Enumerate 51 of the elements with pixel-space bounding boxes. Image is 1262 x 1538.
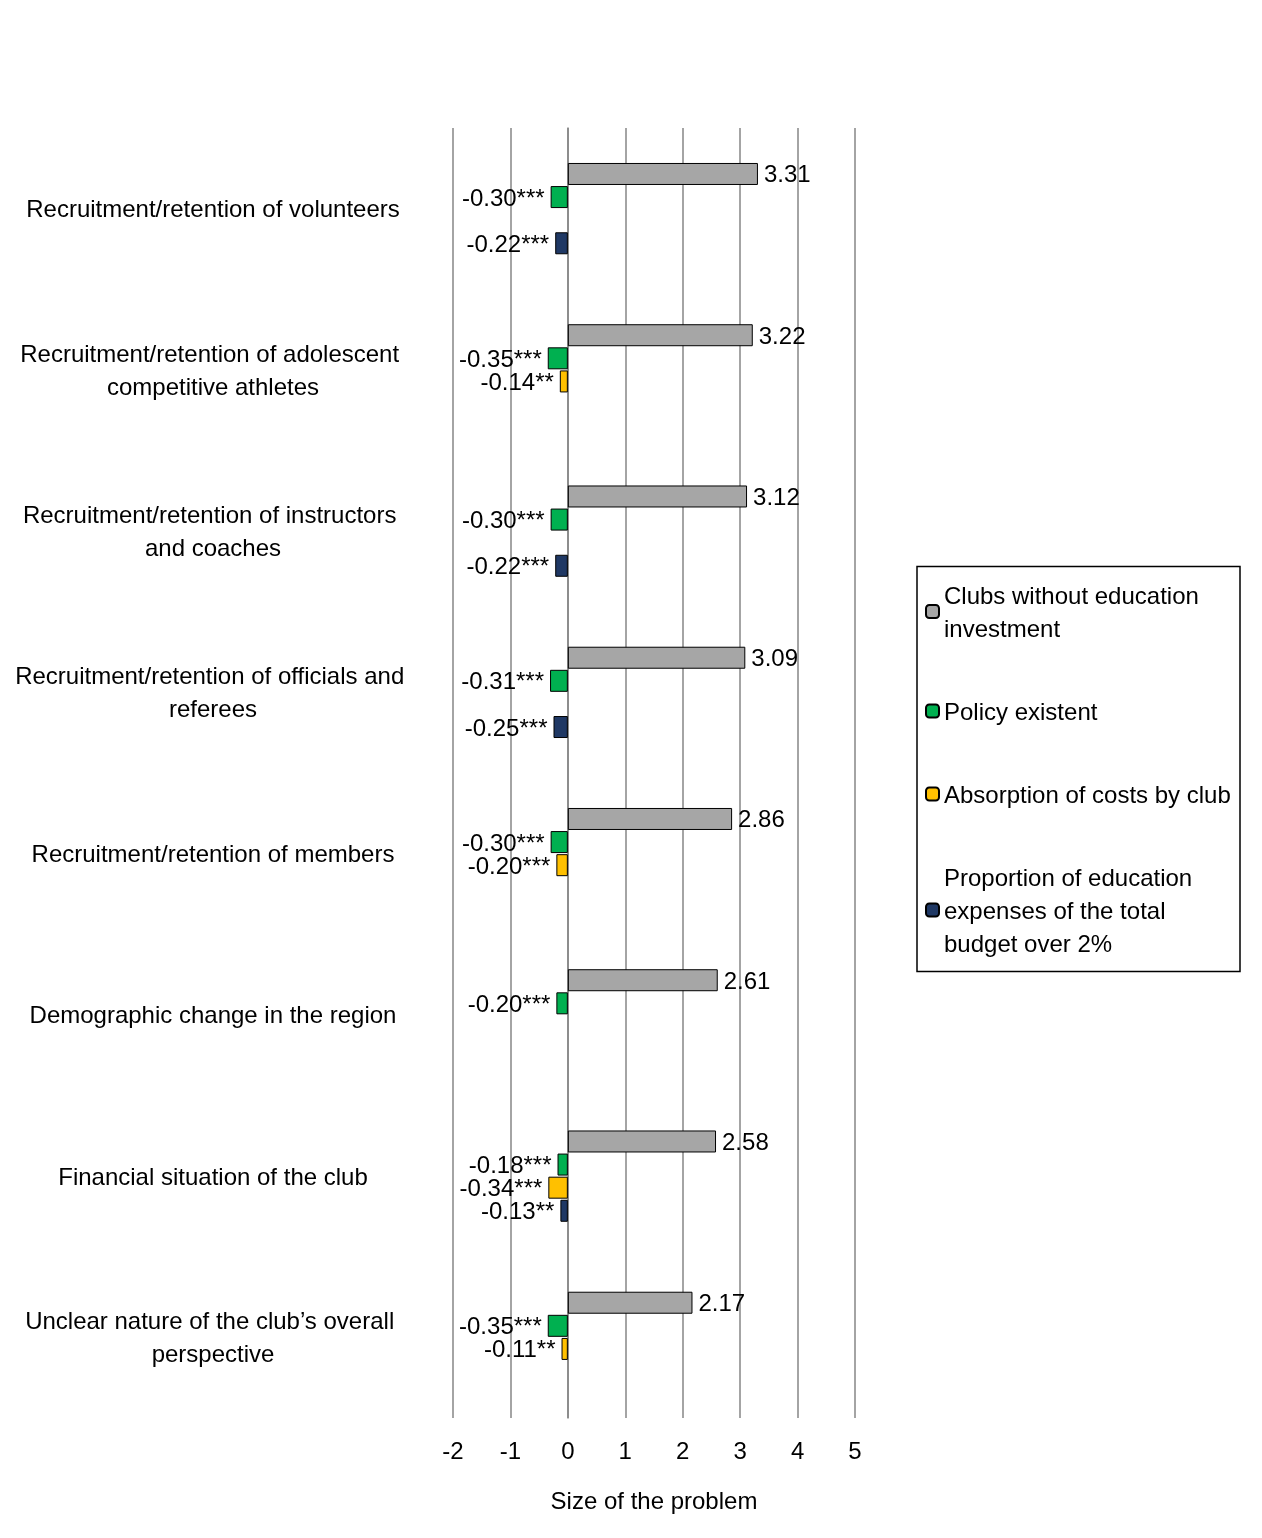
bar — [567, 807, 733, 830]
bar — [550, 508, 568, 531]
bar — [550, 186, 568, 209]
y-tick-label: Demographic change in the region — [29, 1001, 397, 1029]
data-label: 2.17 — [698, 1289, 746, 1317]
data-label: -0.22*** — [466, 552, 550, 580]
y-tick-label: Recruitment/retention of instructors and coaches — [22, 501, 404, 562]
data-label: 3.09 — [751, 644, 799, 672]
bar — [567, 1130, 717, 1153]
bar — [567, 162, 758, 185]
data-label: 3.12 — [753, 482, 800, 510]
data-label: 3.31 — [763, 160, 811, 188]
x-tick-label: 5 — [848, 1436, 862, 1464]
bar — [553, 716, 568, 739]
bar — [555, 554, 568, 577]
data-label: -0.30*** — [461, 183, 545, 211]
legend-label: Absorption of costs by club — [944, 780, 1231, 808]
y-tick-label: Recruitment/retention of volunteers — [26, 195, 400, 223]
legend-label: Proportion of education expenses of the total budget over 2% — [944, 863, 1199, 957]
bar — [556, 992, 568, 1015]
bar — [567, 1291, 693, 1314]
data-label: 3.22 — [758, 321, 806, 349]
x-tick-label: 0 — [561, 1436, 575, 1464]
data-label: -0.25*** — [464, 713, 548, 741]
data-label: 2.86 — [738, 805, 785, 833]
y-tick-label: Unclear nature of the club’s overall perspective — [25, 1307, 401, 1368]
bar — [550, 669, 568, 692]
x-tick-label: 3 — [733, 1436, 747, 1464]
data-label: -0.20*** — [467, 989, 551, 1017]
legend-label: Clubs without education investment — [944, 581, 1206, 642]
bar — [555, 232, 568, 255]
y-tick-label: Recruitment/retention of members — [31, 840, 395, 868]
data-label: 2.58 — [722, 1127, 769, 1155]
y-tick-label: Recruitment/retention of adolescent competitive athletes — [20, 339, 406, 400]
data-label: -0.30*** — [461, 506, 545, 534]
data-label: -0.22*** — [466, 229, 550, 257]
bar — [567, 969, 718, 992]
bar — [567, 485, 748, 508]
bar — [567, 324, 753, 347]
y-tick-label: Recruitment/retention of officials and referees — [15, 662, 411, 723]
y-tick-label: Financial situation of the club — [58, 1162, 368, 1190]
data-label: 2.61 — [723, 966, 771, 994]
x-tick-label: -1 — [499, 1436, 522, 1464]
x-tick-label: -2 — [442, 1436, 464, 1464]
x-tick-label: 2 — [676, 1436, 690, 1464]
x-tick-label: 4 — [790, 1436, 805, 1464]
x-tick-label: 1 — [618, 1436, 632, 1464]
bar — [567, 646, 746, 669]
data-label: -0.31*** — [461, 667, 545, 695]
x-axis-title: Size of the problem — [550, 1486, 758, 1514]
legend-label: Policy existent — [944, 697, 1098, 725]
